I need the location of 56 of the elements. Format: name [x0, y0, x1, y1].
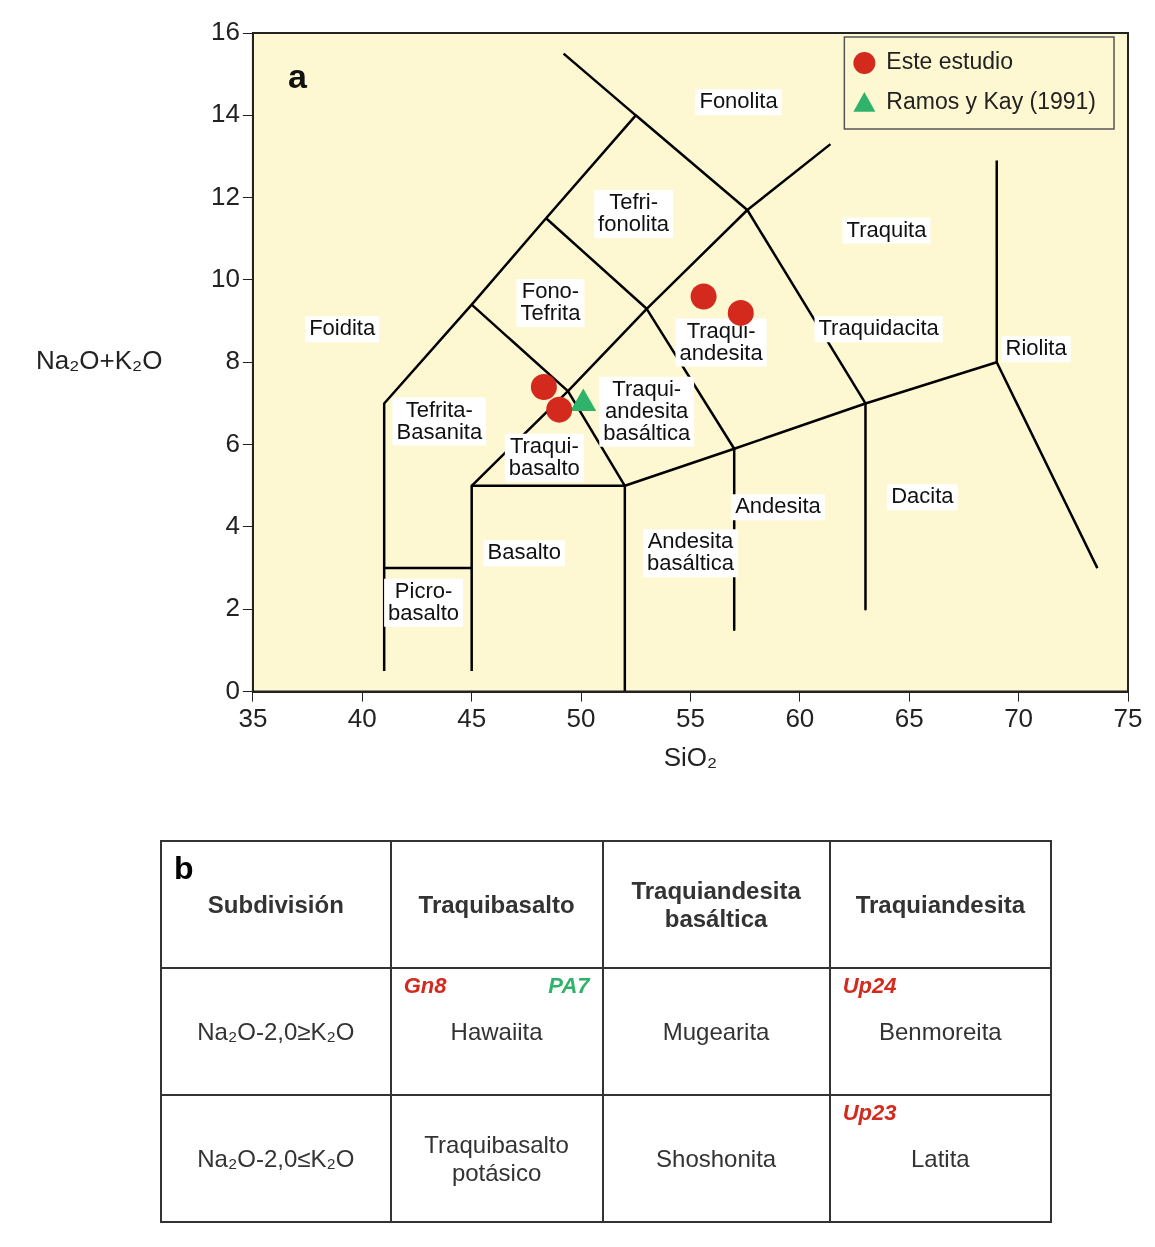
y-tick-label: 8: [225, 345, 240, 376]
x-tick-label: 60: [785, 703, 815, 734]
annotation: Dacita: [891, 483, 955, 509]
text: Traquibasalto potásico: [423, 1130, 570, 1187]
x-tick-label: 50: [566, 703, 596, 734]
annotation: Traquita: [846, 216, 928, 242]
text: b: [174, 850, 194, 887]
y-tick-label: 10: [211, 263, 240, 294]
text: Traquiandesita: [854, 890, 1027, 919]
text: PA7: [548, 973, 590, 999]
y-axis-title: Na₂O+K₂O: [36, 345, 163, 376]
annotation: Foidita: [309, 315, 376, 341]
annotation: Picro- basalto: [388, 577, 460, 625]
text: Subdivisión: [206, 890, 345, 919]
x-tick-label: 40: [347, 703, 377, 734]
y-tick-label: 14: [211, 98, 240, 129]
annotation: Riolita: [1005, 335, 1068, 361]
annotation: a: [287, 57, 308, 96]
text: Shoshonita: [655, 1144, 778, 1173]
annotation: Fono- Tefrita: [520, 278, 582, 326]
text: Latita: [909, 1144, 971, 1173]
x-tick-label: 55: [676, 703, 705, 734]
text: Hawaiita: [449, 1017, 544, 1046]
annotation: Traqui- basalto: [508, 432, 580, 480]
annotation: Traqui- andesita basáltica: [603, 375, 691, 445]
annotation: Basalto: [487, 539, 561, 565]
y-tick-label: 16: [211, 16, 240, 47]
annotation: Traqui- andesita: [679, 317, 764, 365]
y-tick-label: 2: [225, 592, 240, 623]
x-axis-title: SiO₂: [663, 741, 718, 772]
x-tick-label: 35: [238, 703, 268, 734]
annotation: Tefrita- Basanita: [396, 396, 483, 444]
text: Benmoreita: [877, 1017, 1003, 1046]
annotation: Andesita basáltica: [647, 528, 735, 576]
text: Na₂O-2,0≤K₂O: [196, 1144, 356, 1173]
annotation: Fonolita: [699, 88, 779, 114]
y-tick-label: 6: [225, 427, 240, 458]
annotation: Tefri- fonolita: [598, 189, 670, 237]
annotation: Traquidacita: [818, 315, 940, 341]
legend-label: Este estudio: [886, 48, 1013, 75]
y-tick-label: 0: [225, 674, 240, 705]
annotation: Andesita: [735, 493, 822, 519]
text: Traquibasalto: [417, 890, 576, 919]
y-tick-label: 12: [211, 180, 240, 211]
text: Up24: [842, 973, 897, 999]
text: Na₂O-2,0≥K₂O: [196, 1017, 356, 1046]
text: Gn8: [403, 973, 447, 999]
x-tick-label: 45: [457, 703, 487, 734]
text: Mugearita: [661, 1017, 771, 1046]
x-tick-label: 75: [1113, 703, 1143, 734]
x-tick-label: 65: [894, 703, 924, 734]
x-tick-label: 70: [1004, 703, 1034, 734]
legend-label: Ramos y Kay (1991): [886, 88, 1096, 115]
text: Up23: [842, 1100, 897, 1126]
text: Traquiandesita basáltica: [630, 876, 802, 933]
y-tick-label: 4: [225, 510, 240, 541]
